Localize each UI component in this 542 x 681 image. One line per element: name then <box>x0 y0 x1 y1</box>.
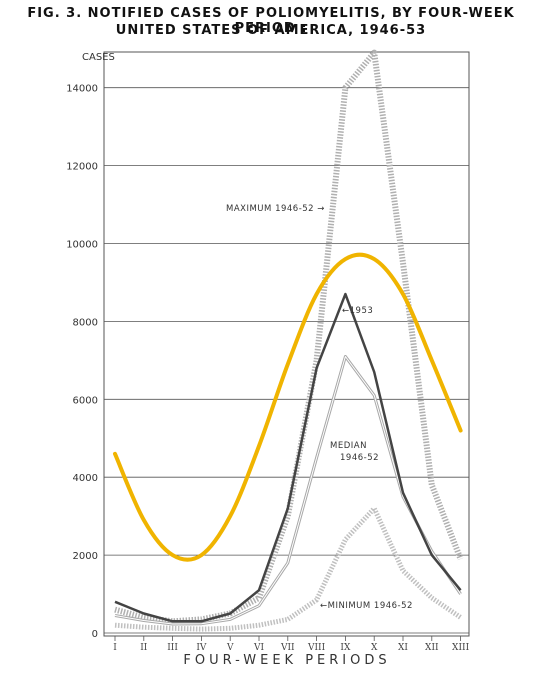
x-tick-X: X <box>371 643 378 653</box>
grid <box>104 87 469 641</box>
chart-title-line1: FIG. 3. NOTIFIED CASES OF POLIOMYELITIS,… <box>27 6 515 36</box>
x-tick-III: III <box>167 643 178 653</box>
x-tick-XII: XII <box>425 643 439 653</box>
x-tick-VII: VII <box>280 643 295 653</box>
y-axis-label: CASES <box>82 52 115 63</box>
overlay-curve <box>113 252 463 562</box>
x-axis-label: FOUR-WEEK PERIODS <box>183 653 390 668</box>
x-tick-labels: I II III IV V VI VII VIII IX X XI XII XIII <box>113 643 469 653</box>
x-tick-VI: VI <box>253 643 264 653</box>
x-tick-II: II <box>140 643 148 653</box>
y-tick-6000: 6000 <box>73 395 98 406</box>
y-tick-4000: 4000 <box>73 473 98 484</box>
overlay-curve-path <box>113 252 463 562</box>
chart-title-line2: UNITED STATES OF AMERICA, 1946-53 <box>115 23 427 38</box>
series-lines <box>114 49 464 632</box>
y-tick-2000: 2000 <box>73 551 98 562</box>
series-1953-line <box>114 292 462 623</box>
label-minimum: ←MINIMUM 1946-52 <box>320 601 413 611</box>
x-tick-XI: XI <box>398 643 408 653</box>
label-median-2: 1946-52 <box>340 453 379 463</box>
x-tick-IV: IV <box>196 643 207 653</box>
x-tick-VIII: VIII <box>307 643 326 653</box>
x-tick-XIII: XIII <box>452 643 470 653</box>
y-tick-labels: 0 2000 4000 6000 8000 10000 12000 14000 <box>66 84 98 640</box>
y-tick-8000: 8000 <box>73 317 98 328</box>
label-median-1: MEDIAN <box>330 441 367 451</box>
plot-frame <box>103 51 470 637</box>
y-tick-10000: 10000 <box>66 240 98 251</box>
series-median-inner <box>114 356 462 625</box>
annotations: MAXIMUM 1946-52 → ←1953 MEDIAN 1946-52 ←MINI… <box>226 204 413 611</box>
x-tick-V: V <box>226 643 234 653</box>
x-tick-I: I <box>113 643 117 653</box>
label-maximum: MAXIMUM 1946-52 → <box>226 204 325 214</box>
series-minimum-line <box>114 505 463 632</box>
x-tick-IX: IX <box>340 643 351 653</box>
y-tick-0: 0 <box>92 629 98 640</box>
label-1953: ←1953 <box>342 306 373 316</box>
y-tick-12000: 12000 <box>66 162 98 173</box>
y-tick-14000: 14000 <box>66 84 98 95</box>
